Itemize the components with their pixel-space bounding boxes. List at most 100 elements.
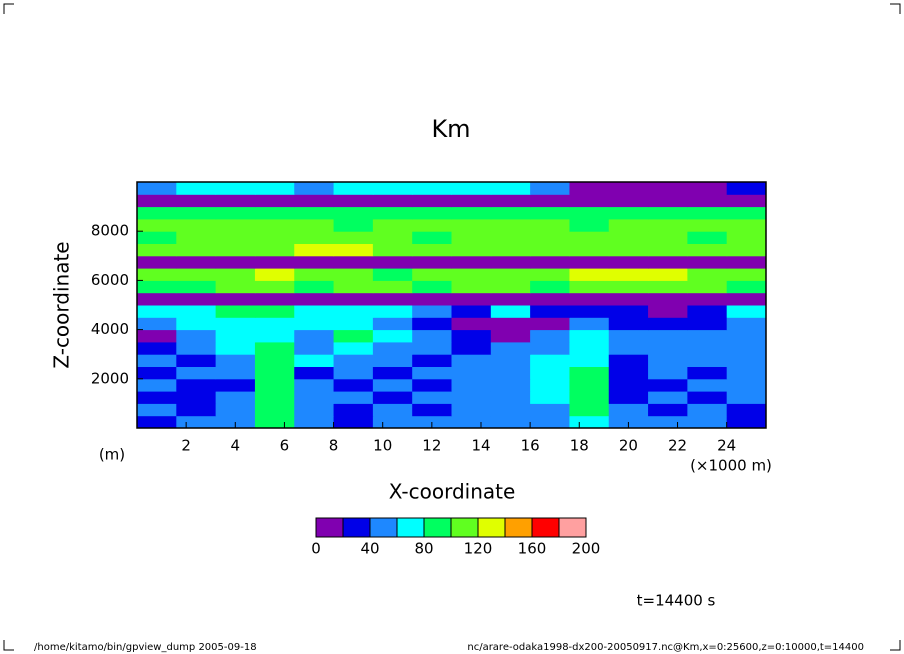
- contour-cell: [648, 268, 688, 281]
- contour-cell: [490, 218, 531, 232]
- colorbar-tick-label: 160: [518, 540, 547, 558]
- contour-cell: [608, 354, 649, 367]
- contour-cell: [215, 391, 256, 404]
- contour-cell: [254, 194, 295, 208]
- contour-cell: [412, 329, 452, 343]
- colorbar-box: [558, 517, 587, 538]
- contour-cell: [294, 280, 335, 294]
- contour-cell: [608, 194, 649, 208]
- contour-cell: [333, 329, 374, 343]
- contour-cell: [530, 280, 570, 294]
- contour-cell: [137, 231, 177, 244]
- contour-cell: [176, 255, 217, 269]
- contour-cell: [726, 415, 767, 429]
- colorbar-tick-label: 200: [572, 540, 601, 558]
- contour-cell: [569, 292, 610, 306]
- contour-cell: [294, 268, 335, 281]
- contour-cell: [569, 341, 610, 355]
- contour-cell: [530, 231, 570, 244]
- contour-cell: [215, 329, 256, 343]
- contour-cell: [648, 341, 688, 355]
- contour-cell: [215, 341, 256, 355]
- contour-cell: [372, 206, 413, 220]
- corner-mark: [3, 3, 14, 14]
- contour-cell: [490, 255, 531, 269]
- contour-cell: [726, 194, 767, 208]
- contour-cell: [490, 182, 531, 195]
- contour-cell: [254, 341, 295, 355]
- contour-cell: [333, 292, 374, 306]
- contour-cell: [254, 391, 295, 404]
- contour-cell: [254, 305, 295, 318]
- contour-cell: [412, 243, 452, 257]
- contour-cell: [687, 305, 728, 318]
- contour-cell: [490, 403, 531, 417]
- contour-cell: [687, 378, 728, 392]
- contour-cell: [530, 317, 570, 331]
- contour-cell: [687, 415, 728, 429]
- contour-cell: [530, 255, 570, 269]
- contour-cell: [333, 218, 374, 232]
- contour-cell: [687, 206, 728, 220]
- contour-cell: [451, 292, 492, 306]
- contour-cell: [569, 206, 610, 220]
- contour-cell: [530, 305, 570, 318]
- contour-cell: [648, 194, 688, 208]
- contour-cell: [412, 354, 452, 367]
- contour-cell: [451, 317, 492, 331]
- contour-cell: [687, 292, 728, 306]
- contour-cell: [215, 366, 256, 380]
- colorbar-box: [450, 517, 479, 538]
- contour-cell: [608, 280, 649, 294]
- x-tick-label: 16: [521, 437, 540, 455]
- corner-mark: [3, 640, 14, 651]
- contour-cell: [137, 255, 177, 269]
- contour-cell: [490, 268, 531, 281]
- contour-cell: [687, 341, 728, 355]
- contour-cell: [726, 341, 767, 355]
- contour-cell: [372, 403, 413, 417]
- contour-cell: [569, 218, 610, 232]
- x-tick-label: 20: [619, 437, 638, 455]
- contour-cell: [137, 317, 177, 331]
- contour-cell: [648, 255, 688, 269]
- contour-cell: [608, 403, 649, 417]
- contour-cell: [530, 391, 570, 404]
- contour-cell: [176, 415, 217, 429]
- contour-cell: [372, 243, 413, 257]
- contour-cell: [530, 354, 570, 367]
- contour-cell: [490, 366, 531, 380]
- contour-cell: [530, 366, 570, 380]
- contour-cell: [176, 194, 217, 208]
- contour-cell: [569, 391, 610, 404]
- contour-cell: [648, 366, 688, 380]
- contour-cell: [215, 292, 256, 306]
- contour-cell: [451, 305, 492, 318]
- x-tick-label: 24: [717, 437, 736, 455]
- contour-cell: [608, 182, 649, 195]
- x-tick-label: 14: [471, 437, 490, 455]
- contour-cell: [451, 366, 492, 380]
- contour-cell: [372, 218, 413, 232]
- contour-cell: [569, 366, 610, 380]
- colorbar-box: [342, 517, 371, 538]
- contour-cell: [176, 341, 217, 355]
- contour-cell: [333, 255, 374, 269]
- contour-cell: [254, 218, 295, 232]
- contour-cell: [490, 194, 531, 208]
- contour-cell: [372, 415, 413, 429]
- contour-cell: [294, 292, 335, 306]
- contour-cell: [490, 391, 531, 404]
- contour-cell: [176, 182, 217, 195]
- contour-cell: [372, 268, 413, 281]
- contour-cell: [687, 329, 728, 343]
- contour-cell: [726, 218, 767, 232]
- colorbar-box: [477, 517, 506, 538]
- contour-cell: [726, 329, 767, 343]
- contour-cell: [530, 378, 570, 392]
- contour-cell: [294, 317, 335, 331]
- contour-cell: [294, 305, 335, 318]
- x-tick-label: 8: [329, 437, 339, 455]
- contour-cell: [608, 317, 649, 331]
